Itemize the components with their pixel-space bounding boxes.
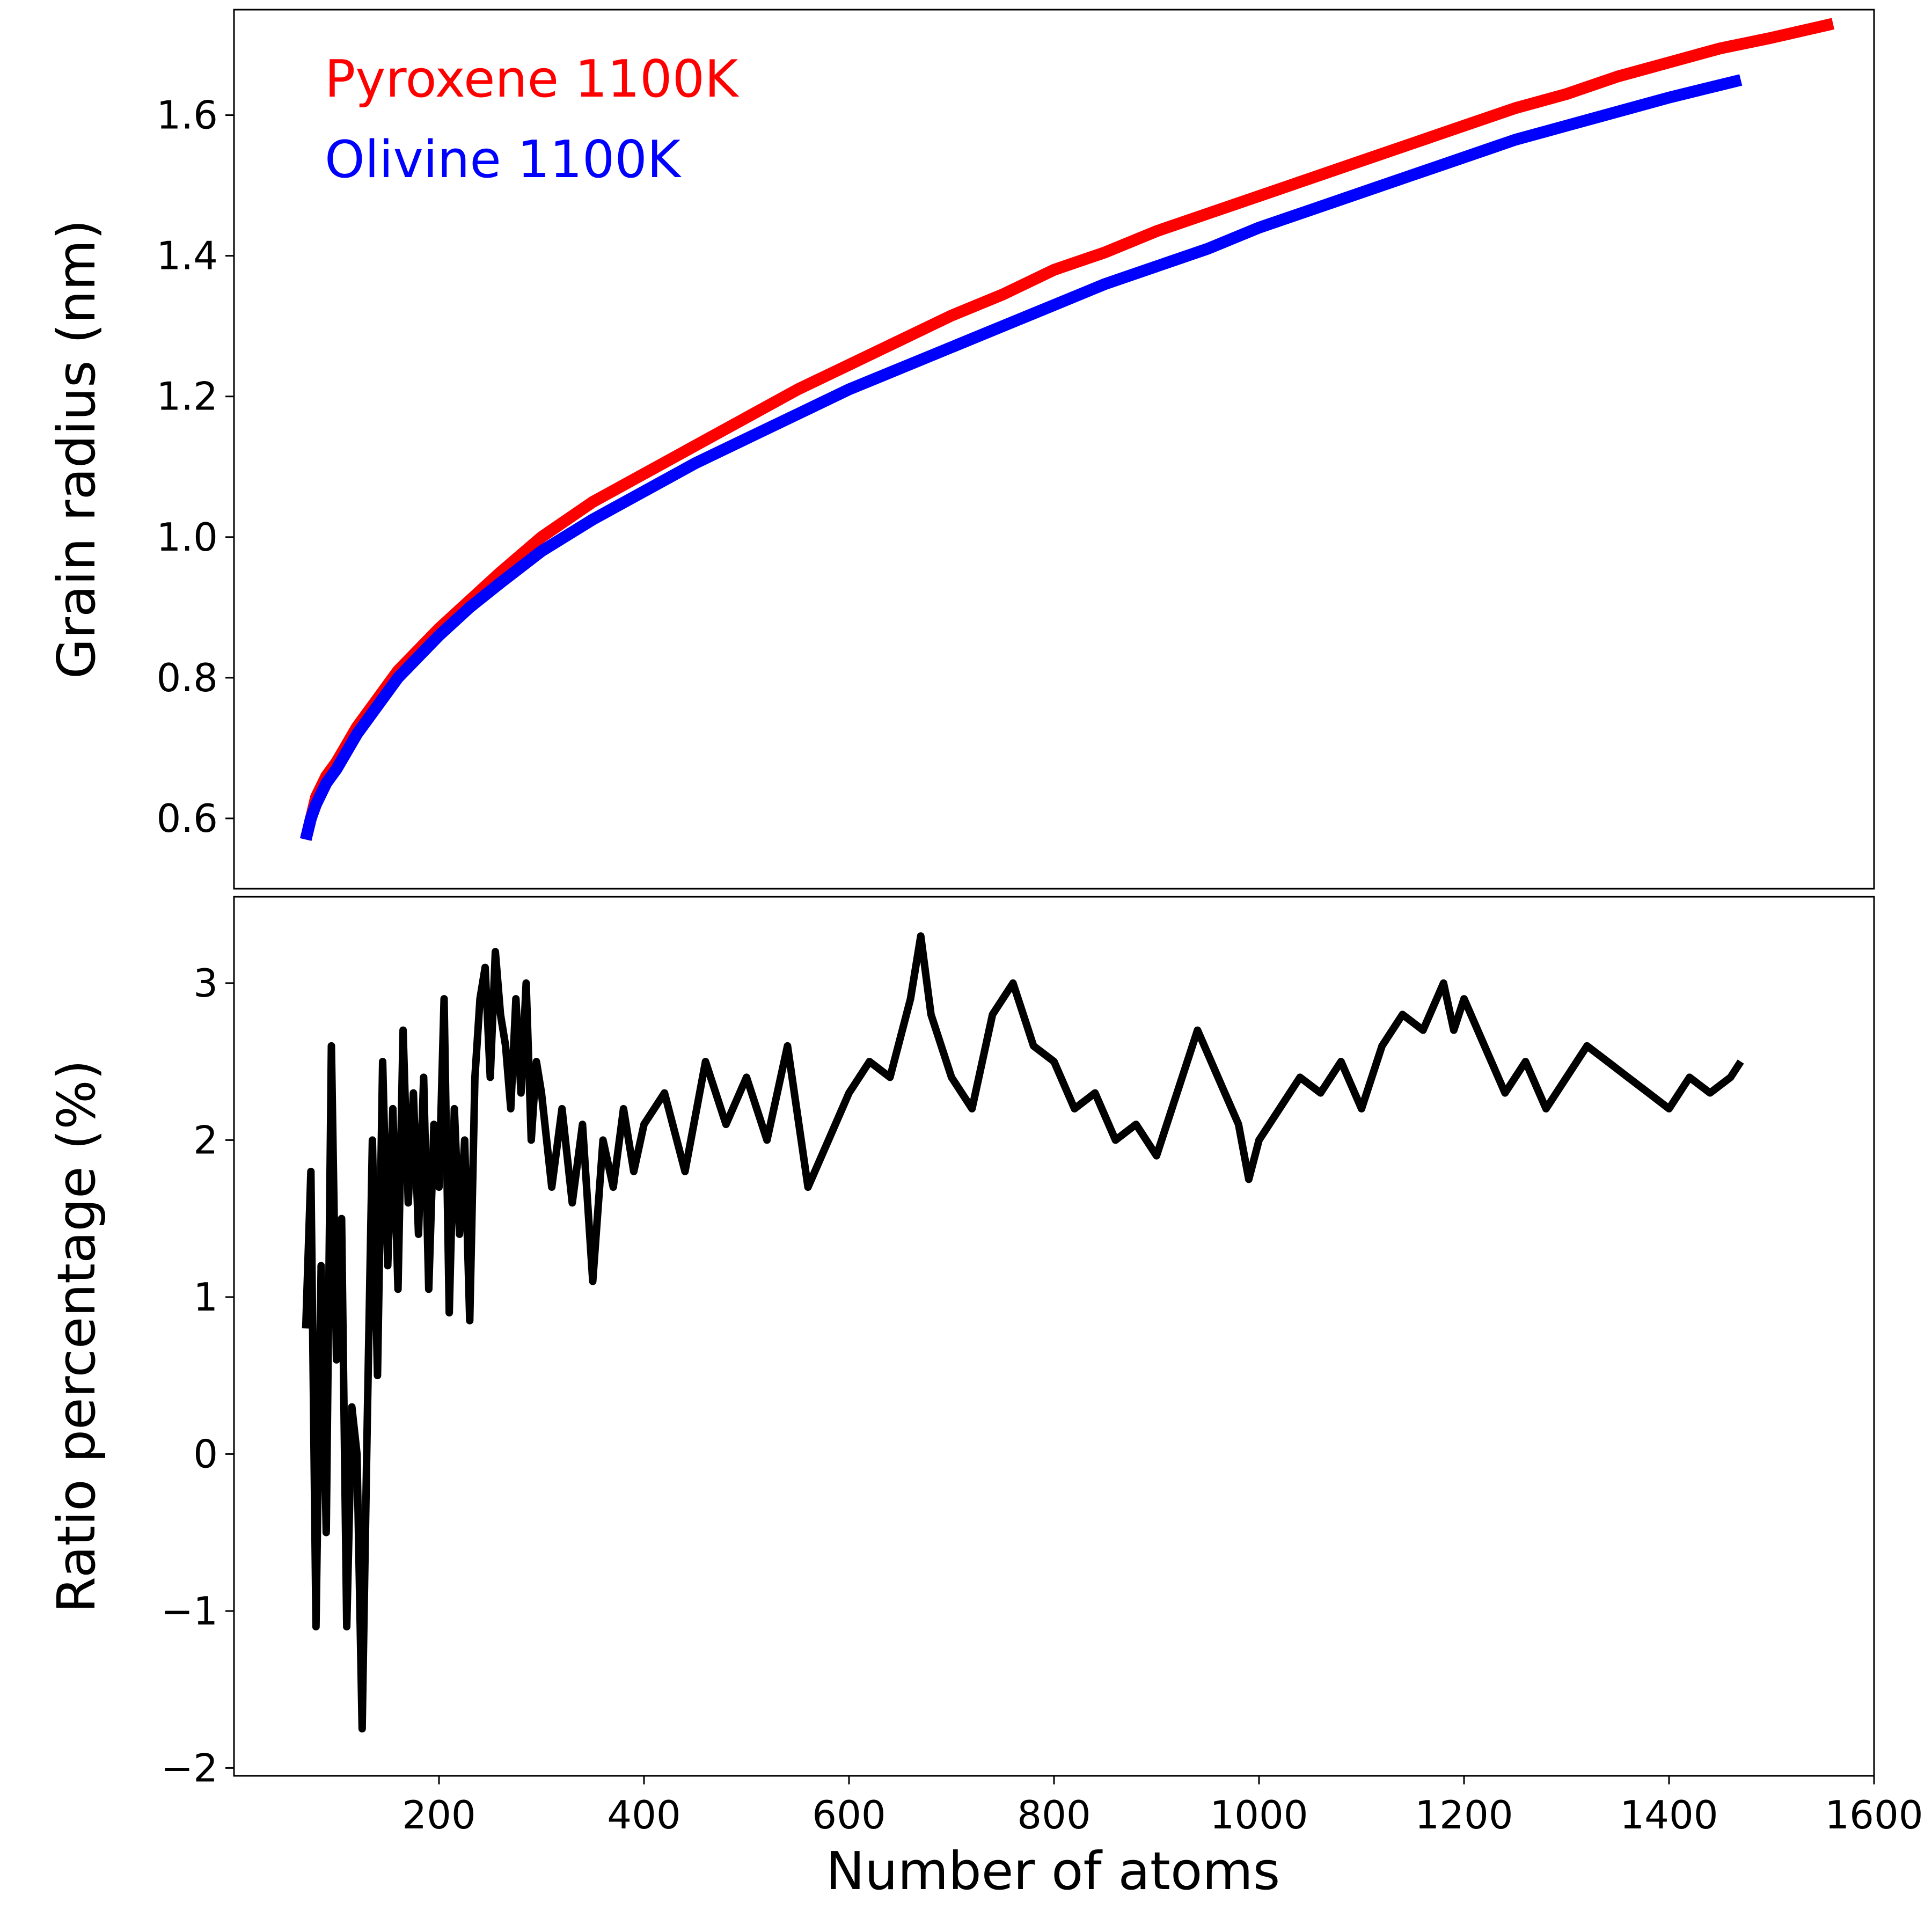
top-y-tick-label: 1.2 [156, 374, 218, 419]
x-tick-label: 200 [402, 1792, 475, 1838]
top-y-tick-label: 0.6 [156, 796, 218, 841]
x-axis-label: Number of atoms [826, 1841, 1280, 1901]
bottom-x-ticks: 200 400 600 800 1000 1200 1400 1600 [402, 1776, 1923, 1838]
top-y-axis-label: Grain radius (nm) [46, 219, 107, 679]
x-tick-label: 1600 [1825, 1792, 1923, 1838]
bottom-y-tick-label: −1 [161, 1589, 218, 1634]
top-y-ticks: 0.6 0.8 1.0 1.2 1.4 1.6 [156, 93, 234, 841]
x-tick-label: 400 [607, 1792, 680, 1838]
top-y-tick-label: 1.4 [156, 233, 218, 279]
bottom-y-tick-label: 3 [193, 961, 218, 1006]
top-series-group [300, 18, 1835, 841]
top-y-tick-label: 1.0 [156, 515, 218, 560]
bottom-y-tick-label: −2 [161, 1745, 218, 1790]
bottom-y-tick-label: 0 [193, 1431, 218, 1476]
olivine-1100k-series-line [300, 74, 1743, 841]
x-tick-label: 800 [1017, 1792, 1091, 1838]
bottom-y-tick-label: 2 [193, 1117, 218, 1162]
top-panel: 0.6 0.8 1.0 1.2 1.4 1.6 Grain radius (nm) Pyr… [46, 9, 1875, 890]
top-y-tick-label: 0.8 [156, 655, 218, 700]
x-tick-label: 1400 [1620, 1792, 1718, 1838]
top-y-tick-label: 1.6 [156, 93, 218, 138]
bottom-y-axis-label: Ratio percentage (%) [46, 1060, 107, 1613]
bottom-panel: −2 −1 0 1 2 3 200 400 600 800 1000 1200 1400 1600 Ra… [46, 896, 1923, 1901]
legend-label-olivine: Olivine 1100K [325, 130, 682, 189]
x-tick-label: 1000 [1210, 1792, 1308, 1838]
top-plot-frame [233, 9, 1875, 890]
legend-label-pyroxene: Pyroxene 1100K [325, 50, 740, 109]
x-tick-label: 1200 [1415, 1792, 1513, 1838]
ratio-series-line [302, 932, 1744, 1733]
bottom-y-tick-label: 1 [193, 1275, 218, 1320]
bottom-series-group [302, 932, 1744, 1733]
x-tick-label: 600 [812, 1792, 885, 1838]
bottom-y-ticks: −2 −1 0 1 2 3 [161, 961, 234, 1790]
